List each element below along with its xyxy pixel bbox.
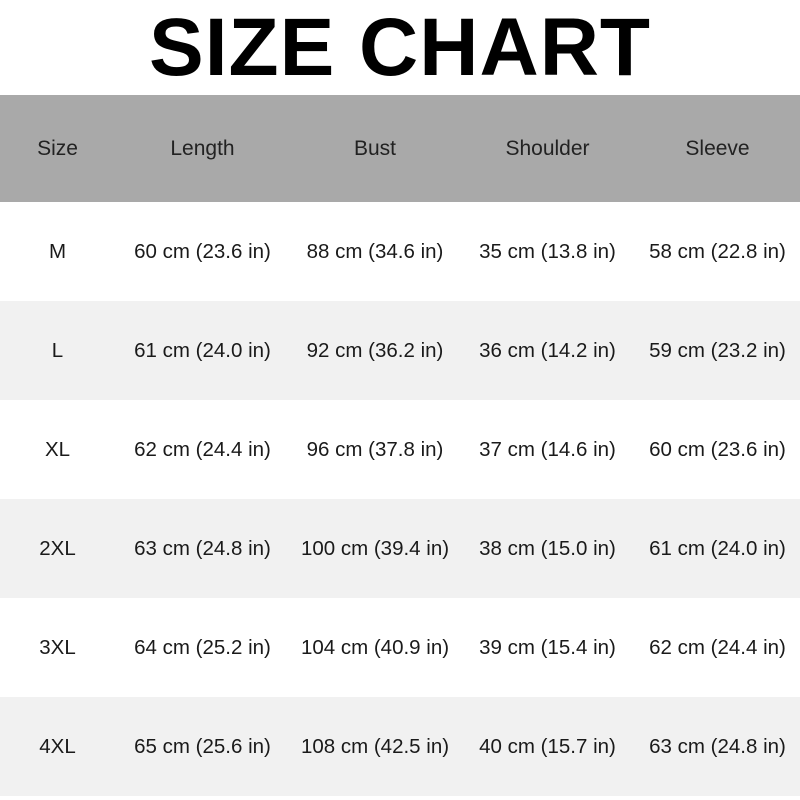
table-body: M 60 cm (23.6 in) 88 cm (34.6 in) 35 cm (13… bbox=[0, 202, 800, 796]
cell-sleeve: 61 cm (24.0 in) bbox=[649, 536, 786, 560]
cell-sleeve: 63 cm (24.8 in) bbox=[649, 734, 786, 758]
cell-bust: 92 cm (36.2 in) bbox=[306, 338, 444, 362]
cell-bust: 108 cm (42.5 in) bbox=[300, 734, 450, 758]
cell-length: 65 cm (25.6 in) bbox=[134, 734, 271, 758]
header-length: Length bbox=[170, 136, 235, 160]
header-sleeve: Sleeve bbox=[685, 136, 750, 160]
cell-shoulder: 35 cm (13.8 in) bbox=[479, 239, 616, 263]
header-size: Size bbox=[37, 136, 78, 160]
cell-sleeve: 60 cm (23.6 in) bbox=[649, 437, 786, 461]
cell-size: XL bbox=[44, 437, 71, 461]
cell-bust: 100 cm (39.4 in) bbox=[300, 536, 450, 560]
cell-bust: 96 cm (37.8 in) bbox=[306, 437, 444, 461]
cell-size: L bbox=[51, 338, 64, 362]
table-header: Size Length Bust Shoulder Sleeve bbox=[0, 95, 800, 202]
cell-sleeve: 58 cm (22.8 in) bbox=[649, 239, 786, 263]
cell-shoulder: 38 cm (15.0 in) bbox=[479, 536, 616, 560]
header-shoulder: Shoulder bbox=[505, 136, 590, 160]
cell-length: 61 cm (24.0 in) bbox=[134, 338, 271, 362]
cell-shoulder: 37 cm (14.6 in) bbox=[479, 437, 616, 461]
cell-size: 4XL bbox=[39, 734, 76, 758]
cell-length: 64 cm (25.2 in) bbox=[134, 635, 271, 659]
cell-shoulder: 40 cm (15.7 in) bbox=[479, 734, 616, 758]
cell-length: 63 cm (24.8 in) bbox=[134, 536, 271, 560]
page-title: SIZE CHART bbox=[149, 1, 651, 93]
cell-size: M bbox=[48, 239, 67, 263]
cell-bust: 104 cm (40.9 in) bbox=[300, 635, 450, 659]
table-row: M 60 cm (23.6 in) 88 cm (34.6 in) 35 cm (13… bbox=[0, 202, 800, 301]
cell-size: 2XL bbox=[39, 536, 76, 560]
table-row: 4XL 65 cm (25.6 in) 108 cm (42.5 in) 40 cm … bbox=[0, 697, 800, 796]
cell-shoulder: 36 cm (14.2 in) bbox=[479, 338, 616, 362]
cell-sleeve: 59 cm (23.2 in) bbox=[649, 338, 786, 362]
table-row: 3XL 64 cm (25.2 in) 104 cm (40.9 in) 39 cm … bbox=[0, 598, 800, 697]
table-row: XL 62 cm (24.4 in) 96 cm (37.8 in) 37 cm (1… bbox=[0, 400, 800, 499]
header-bust: Bust bbox=[353, 136, 397, 160]
cell-size: 3XL bbox=[39, 635, 76, 659]
cell-length: 60 cm (23.6 in) bbox=[134, 239, 271, 263]
table-row: L 61 cm (24.0 in) 92 cm (36.2 in) 36 cm (14… bbox=[0, 301, 800, 400]
table-row: 2XL 63 cm (24.8 in) 100 cm (39.4 in) 38 cm … bbox=[0, 499, 800, 598]
cell-shoulder: 39 cm (15.4 in) bbox=[479, 635, 616, 659]
cell-sleeve: 62 cm (24.4 in) bbox=[649, 635, 786, 659]
cell-length: 62 cm (24.4 in) bbox=[134, 437, 271, 461]
cell-bust: 88 cm (34.6 in) bbox=[306, 239, 444, 263]
